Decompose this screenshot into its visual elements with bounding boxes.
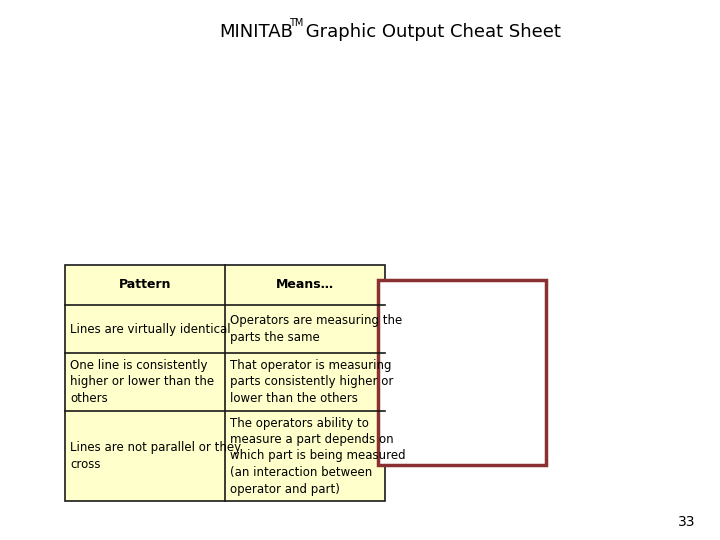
Text: One line is consistently
higher or lower than the
others: One line is consistently higher or lower… bbox=[70, 359, 214, 405]
Text: MINITAB: MINITAB bbox=[219, 23, 293, 41]
Text: Pattern: Pattern bbox=[119, 279, 171, 292]
Text: Lines are not parallel or they
cross: Lines are not parallel or they cross bbox=[70, 441, 241, 471]
Text: 33: 33 bbox=[678, 515, 695, 529]
Text: TM: TM bbox=[289, 18, 303, 28]
Text: Graphic Output Cheat Sheet: Graphic Output Cheat Sheet bbox=[300, 23, 561, 41]
Text: The operators ability to
measure a part depends on
which part is being measured
: The operators ability to measure a part … bbox=[230, 416, 405, 496]
Text: Means…: Means… bbox=[276, 279, 334, 292]
Text: That operator is measuring
parts consistently higher or
lower than the others: That operator is measuring parts consist… bbox=[230, 359, 393, 405]
Text: Operators are measuring the
parts the same: Operators are measuring the parts the sa… bbox=[230, 314, 402, 344]
Bar bbox=[65, 265, 385, 501]
Text: Lines are virtually identical: Lines are virtually identical bbox=[70, 322, 230, 335]
Bar bbox=[378, 280, 546, 465]
